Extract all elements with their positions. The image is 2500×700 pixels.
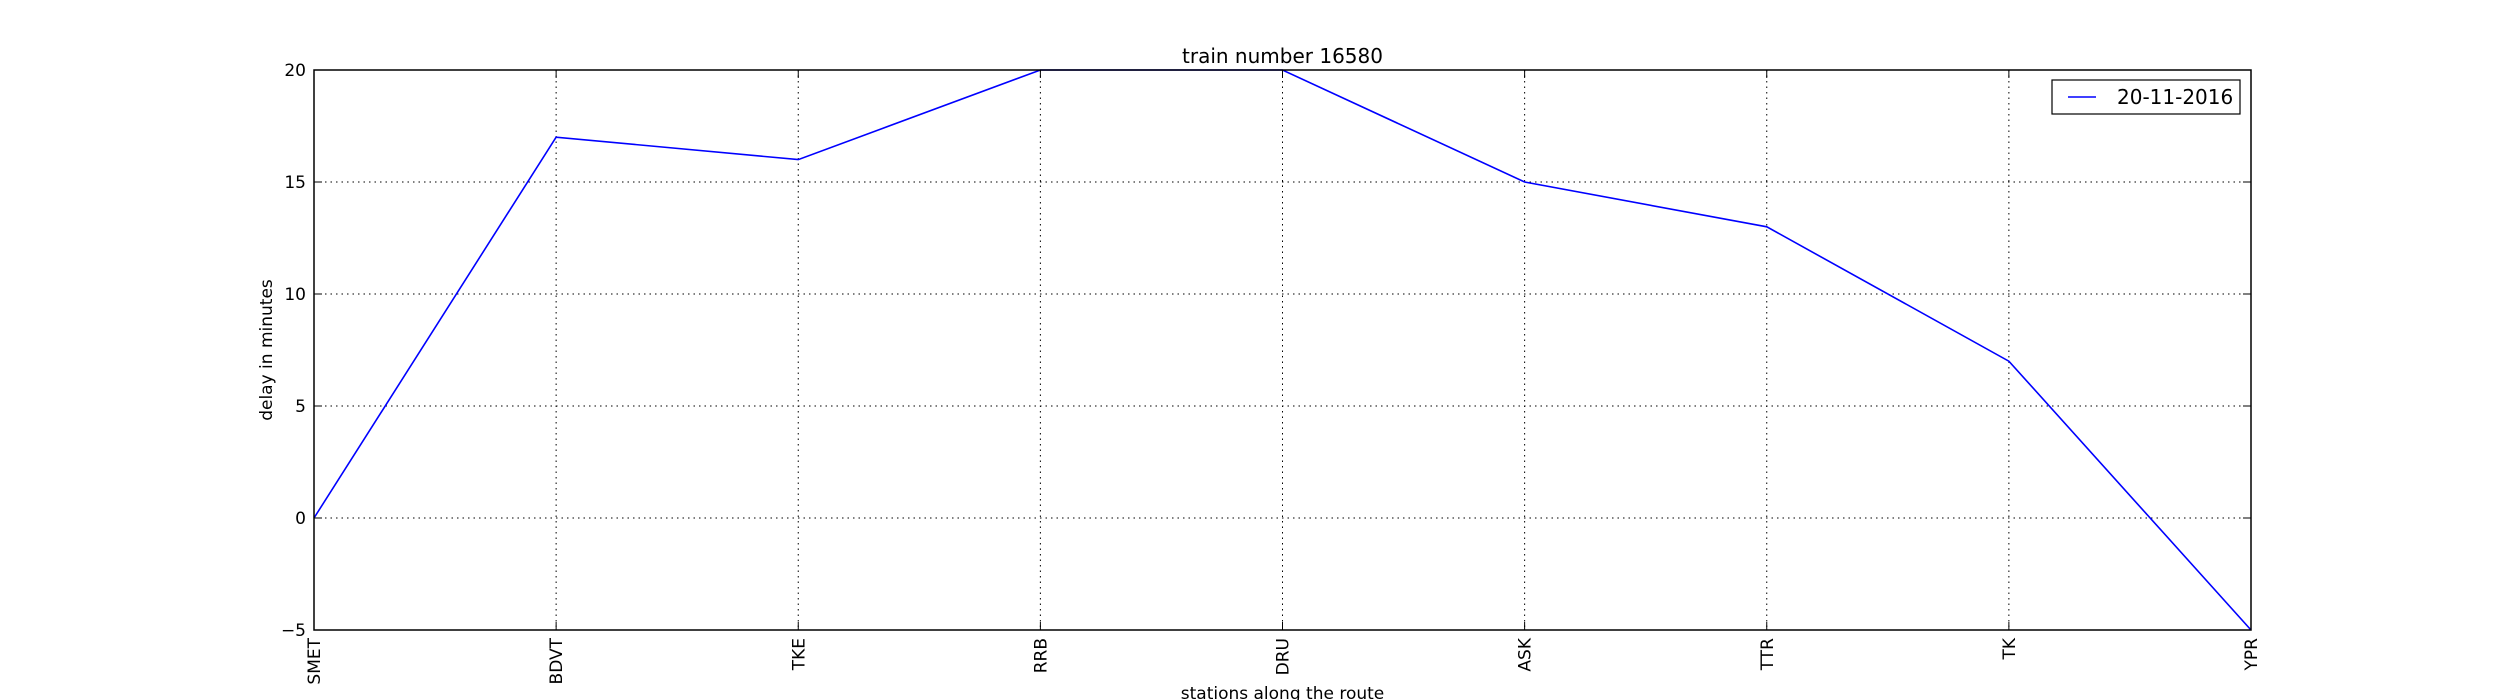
y-tick-label: 20 (284, 61, 306, 81)
x-tick-label: TK (2000, 637, 2020, 660)
grid-lines (314, 70, 2251, 630)
x-axis-label: stations along the route (1181, 684, 1385, 700)
x-tick-label: ASK (1516, 637, 1536, 671)
x-tick-label: YPR (2242, 638, 2262, 672)
x-tick-label: TKE (789, 638, 809, 671)
y-axis-label: delay in minutes (257, 279, 277, 421)
y-tick-label: 15 (284, 173, 306, 193)
y-tick-label: −5 (281, 621, 306, 641)
x-tick-label: BDVT (547, 637, 567, 684)
x-tick-label: DRU (1274, 638, 1294, 675)
axis-ticks: −5 0 5 10 15 20 SMET BDVT TKE RRB DRU ASK TTR TK YPR (281, 61, 2262, 685)
legend-entry-label: 20-11-2016 (2117, 85, 2233, 109)
y-tick-label: 10 (284, 285, 306, 305)
x-tick-label: TTR (1758, 638, 1778, 671)
y-tick-label: 5 (295, 397, 306, 417)
legend: 20-11-2016 (2051, 79, 2241, 115)
x-tick-label: SMET (305, 637, 325, 684)
chart-title: train number 16580 (1182, 44, 1383, 68)
x-tick-label: RRB (1031, 638, 1051, 673)
y-tick-label: 0 (295, 509, 306, 529)
